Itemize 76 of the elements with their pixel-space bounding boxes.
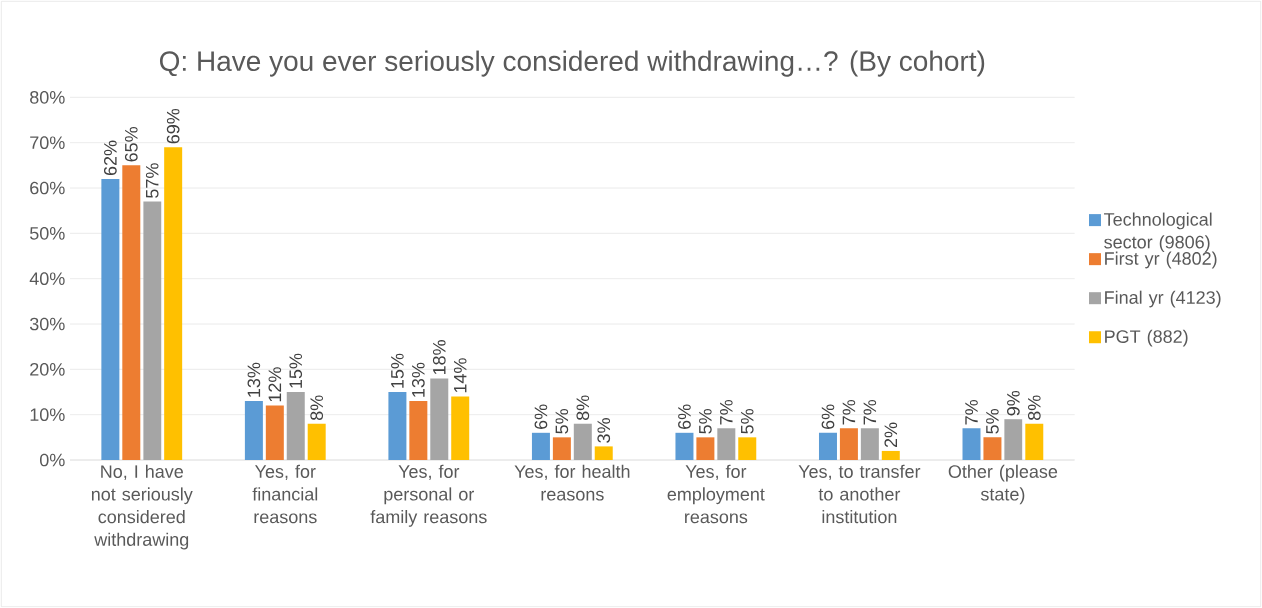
y-tick-label: 0% [39, 453, 65, 467]
bar [860, 428, 879, 460]
data-label: 9% [1007, 390, 1020, 416]
bar [286, 392, 305, 460]
bar [451, 396, 470, 460]
bar [409, 401, 428, 460]
data-label: 6% [821, 404, 835, 429]
bar [244, 401, 263, 460]
x-tick-label: Yes, for personal or family reasons [370, 464, 487, 527]
data-label: 7% [842, 399, 856, 425]
bar [881, 450, 900, 460]
bar [738, 437, 757, 460]
x-tick-label: Yes, for financial reasons [252, 464, 318, 524]
y-tick-label: 20% [30, 362, 65, 376]
x-tick-label: Other (please state) [948, 464, 1058, 505]
bar [983, 437, 1002, 460]
y-tick-label: 30% [29, 317, 65, 331]
data-label: 14% [453, 358, 467, 393]
data-label: 6% [534, 404, 548, 429]
data-label: 5% [555, 409, 569, 434]
bar [573, 423, 592, 460]
legend-label: First yr (4802) [1105, 251, 1217, 269]
data-label: 15% [289, 353, 303, 388]
y-tick-label: 40% [29, 272, 65, 286]
data-label: 3% [597, 418, 611, 443]
data-label: 65% [124, 127, 138, 162]
data-label: 13% [411, 362, 425, 397]
bar [818, 432, 837, 460]
data-label: 2% [884, 422, 898, 448]
data-label: 13% [247, 362, 261, 397]
data-label: 5% [699, 409, 712, 434]
bar [1025, 423, 1044, 460]
data-label: 18% [432, 340, 446, 375]
bar [1004, 419, 1023, 460]
x-tick-label: Yes, to transfer to another institution [798, 464, 921, 524]
legend-label: PGT (882) [1105, 329, 1188, 347]
y-tick-label: 70% [30, 136, 65, 150]
bar [962, 428, 981, 460]
bar [143, 201, 162, 460]
y-tick-label: 60% [30, 181, 65, 195]
bar [122, 165, 141, 460]
data-label: 8% [576, 395, 590, 421]
y-tick-label: 50% [29, 226, 65, 240]
bar [164, 147, 183, 460]
data-label: 7% [863, 399, 877, 425]
data-label: 8% [310, 395, 324, 421]
data-label: 7% [965, 399, 978, 425]
data-label: 69% [166, 108, 180, 144]
bar [101, 178, 120, 460]
data-label: 5% [986, 409, 999, 434]
bar [307, 423, 326, 460]
bar [675, 432, 694, 460]
bar [594, 446, 613, 460]
data-label: 12% [268, 367, 282, 402]
bar [839, 428, 858, 460]
bar [531, 432, 550, 460]
x-tick-label: Yes, for health reasons [514, 464, 630, 501]
bar [717, 428, 736, 460]
legend-label: Final yr (4123) [1105, 290, 1221, 308]
x-tick-label: No, I have not seriously considered withdrawing [91, 464, 193, 550]
data-label: 5% [740, 409, 754, 434]
bar [388, 392, 407, 460]
y-tick-label: 10% [30, 408, 65, 422]
chart-title: Q: Have you ever seriously considered withdrawing…? (By cohort) [159, 50, 985, 77]
data-label: 6% [678, 404, 691, 429]
data-label: 15% [391, 353, 404, 388]
bar [430, 378, 449, 460]
y-tick-label: 80% [30, 90, 65, 104]
data-label: 8% [1027, 395, 1041, 421]
data-label: 62% [104, 140, 117, 176]
bar [552, 437, 571, 460]
data-label: 57% [145, 163, 159, 198]
bar [696, 437, 715, 460]
bar [265, 405, 284, 460]
data-label: 7% [720, 399, 733, 425]
x-tick-label: Yes, for employment reasons [667, 464, 765, 524]
